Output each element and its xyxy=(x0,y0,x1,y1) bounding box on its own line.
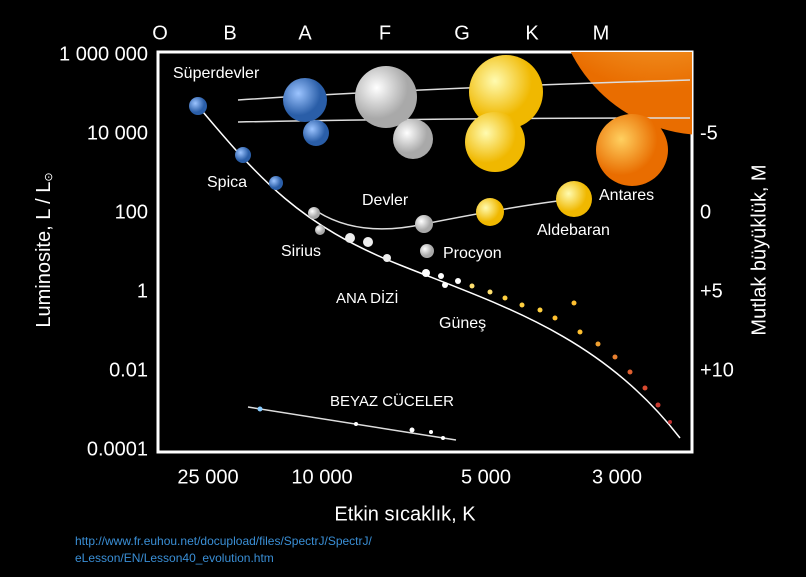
star-label: Procyon xyxy=(443,245,502,262)
star xyxy=(422,269,430,277)
star xyxy=(577,329,583,335)
star xyxy=(655,402,661,408)
star xyxy=(308,207,320,219)
spectral-class: M xyxy=(593,22,610,44)
star xyxy=(420,244,434,258)
region-label: Süperdevler xyxy=(173,65,260,82)
y2-axis-label: Mutlak büyüklük, M xyxy=(748,164,770,335)
y2-tick-label: -5 xyxy=(700,122,718,144)
star xyxy=(355,66,417,128)
y-axis-label-text: Luminosite, L / L xyxy=(33,182,55,328)
y-tick-label: 0.01 xyxy=(109,359,148,381)
star xyxy=(438,273,444,279)
spectral-class: B xyxy=(223,22,236,44)
star-label: Aldebaran xyxy=(537,222,610,239)
star xyxy=(409,427,415,433)
spectral-class: F xyxy=(379,22,391,44)
star xyxy=(415,215,433,233)
star xyxy=(537,307,543,313)
x-axis-label: Etkin sıcaklık, K xyxy=(334,503,476,525)
spectral-class: K xyxy=(525,22,539,44)
star xyxy=(595,341,601,347)
y2-tick-label: +10 xyxy=(700,359,734,381)
x-tick-label: 5 000 xyxy=(461,466,511,488)
star xyxy=(393,119,433,159)
region-label: Devler xyxy=(362,192,409,209)
star xyxy=(502,295,508,301)
region-label: BEYAZ CÜCELER xyxy=(330,392,454,410)
spectral-class: A xyxy=(298,22,312,44)
star xyxy=(363,237,373,247)
star xyxy=(354,422,358,426)
star xyxy=(315,225,325,235)
spectral-class: O xyxy=(152,22,168,44)
star xyxy=(519,302,525,308)
star-label: Sirius xyxy=(281,243,321,260)
y-axis-label: Luminosite, L / L⊙ xyxy=(33,172,55,327)
source-url: http://www.fr.euhou.net/docupload/files/… xyxy=(75,534,372,548)
star xyxy=(612,354,618,360)
plot-frame xyxy=(156,50,694,454)
star xyxy=(552,315,558,321)
star xyxy=(189,97,207,115)
giant-star xyxy=(570,52,692,135)
y-tick-label: 1 000 000 xyxy=(59,43,148,65)
y-tick-label: 1 xyxy=(137,280,148,302)
stars xyxy=(189,52,692,441)
star xyxy=(269,176,283,190)
star xyxy=(383,254,391,262)
star xyxy=(556,181,592,217)
spectral-classes: O B A F G K M xyxy=(152,22,609,44)
y2-tick-label: 0 xyxy=(700,201,711,223)
x-tick-label: 10 000 xyxy=(291,466,352,488)
star xyxy=(345,233,355,243)
star xyxy=(476,198,504,226)
source-url: eLesson/EN/Lesson40_evolution.htm xyxy=(75,551,274,565)
star xyxy=(469,55,543,129)
x-ticks: 25 000 10 000 5 000 3 000 xyxy=(177,466,642,488)
star xyxy=(235,147,251,163)
star xyxy=(441,436,445,440)
star xyxy=(429,430,433,434)
x-tick-label: 3 000 xyxy=(592,466,642,488)
labels: Süperdevler Devler ANA DİZİ BEYAZ CÜCELE… xyxy=(173,65,654,410)
star xyxy=(283,78,327,122)
star xyxy=(303,120,329,146)
white-dwarf-track xyxy=(247,406,457,441)
sun-symbol: ⊙ xyxy=(43,172,55,181)
star xyxy=(469,283,475,289)
star xyxy=(668,420,672,424)
star xyxy=(455,278,461,284)
x-tick-label: 25 000 xyxy=(177,466,238,488)
y-tick-label: 10 000 xyxy=(87,122,148,144)
star-label: Güneş xyxy=(439,315,486,332)
star xyxy=(487,289,493,295)
star-label: Antares xyxy=(599,187,654,204)
y2-tick-label: +5 xyxy=(700,280,723,302)
star xyxy=(642,385,648,391)
star xyxy=(465,112,525,172)
star xyxy=(442,282,448,288)
star xyxy=(571,300,577,306)
y-tick-label: 0.0001 xyxy=(87,438,148,460)
spectral-class: G xyxy=(454,22,470,44)
y-tick-label: 100 xyxy=(115,201,148,223)
star xyxy=(596,114,668,186)
star-label: Spica xyxy=(207,174,247,191)
star xyxy=(257,406,263,412)
star xyxy=(627,369,633,375)
y-ticks: 1 000 000 10 000 100 1 0.01 0.0001 xyxy=(59,43,148,460)
region-label: ANA DİZİ xyxy=(336,289,399,307)
y2-ticks: -5 0 +5 +10 xyxy=(700,122,734,381)
main-sequence xyxy=(197,105,681,439)
